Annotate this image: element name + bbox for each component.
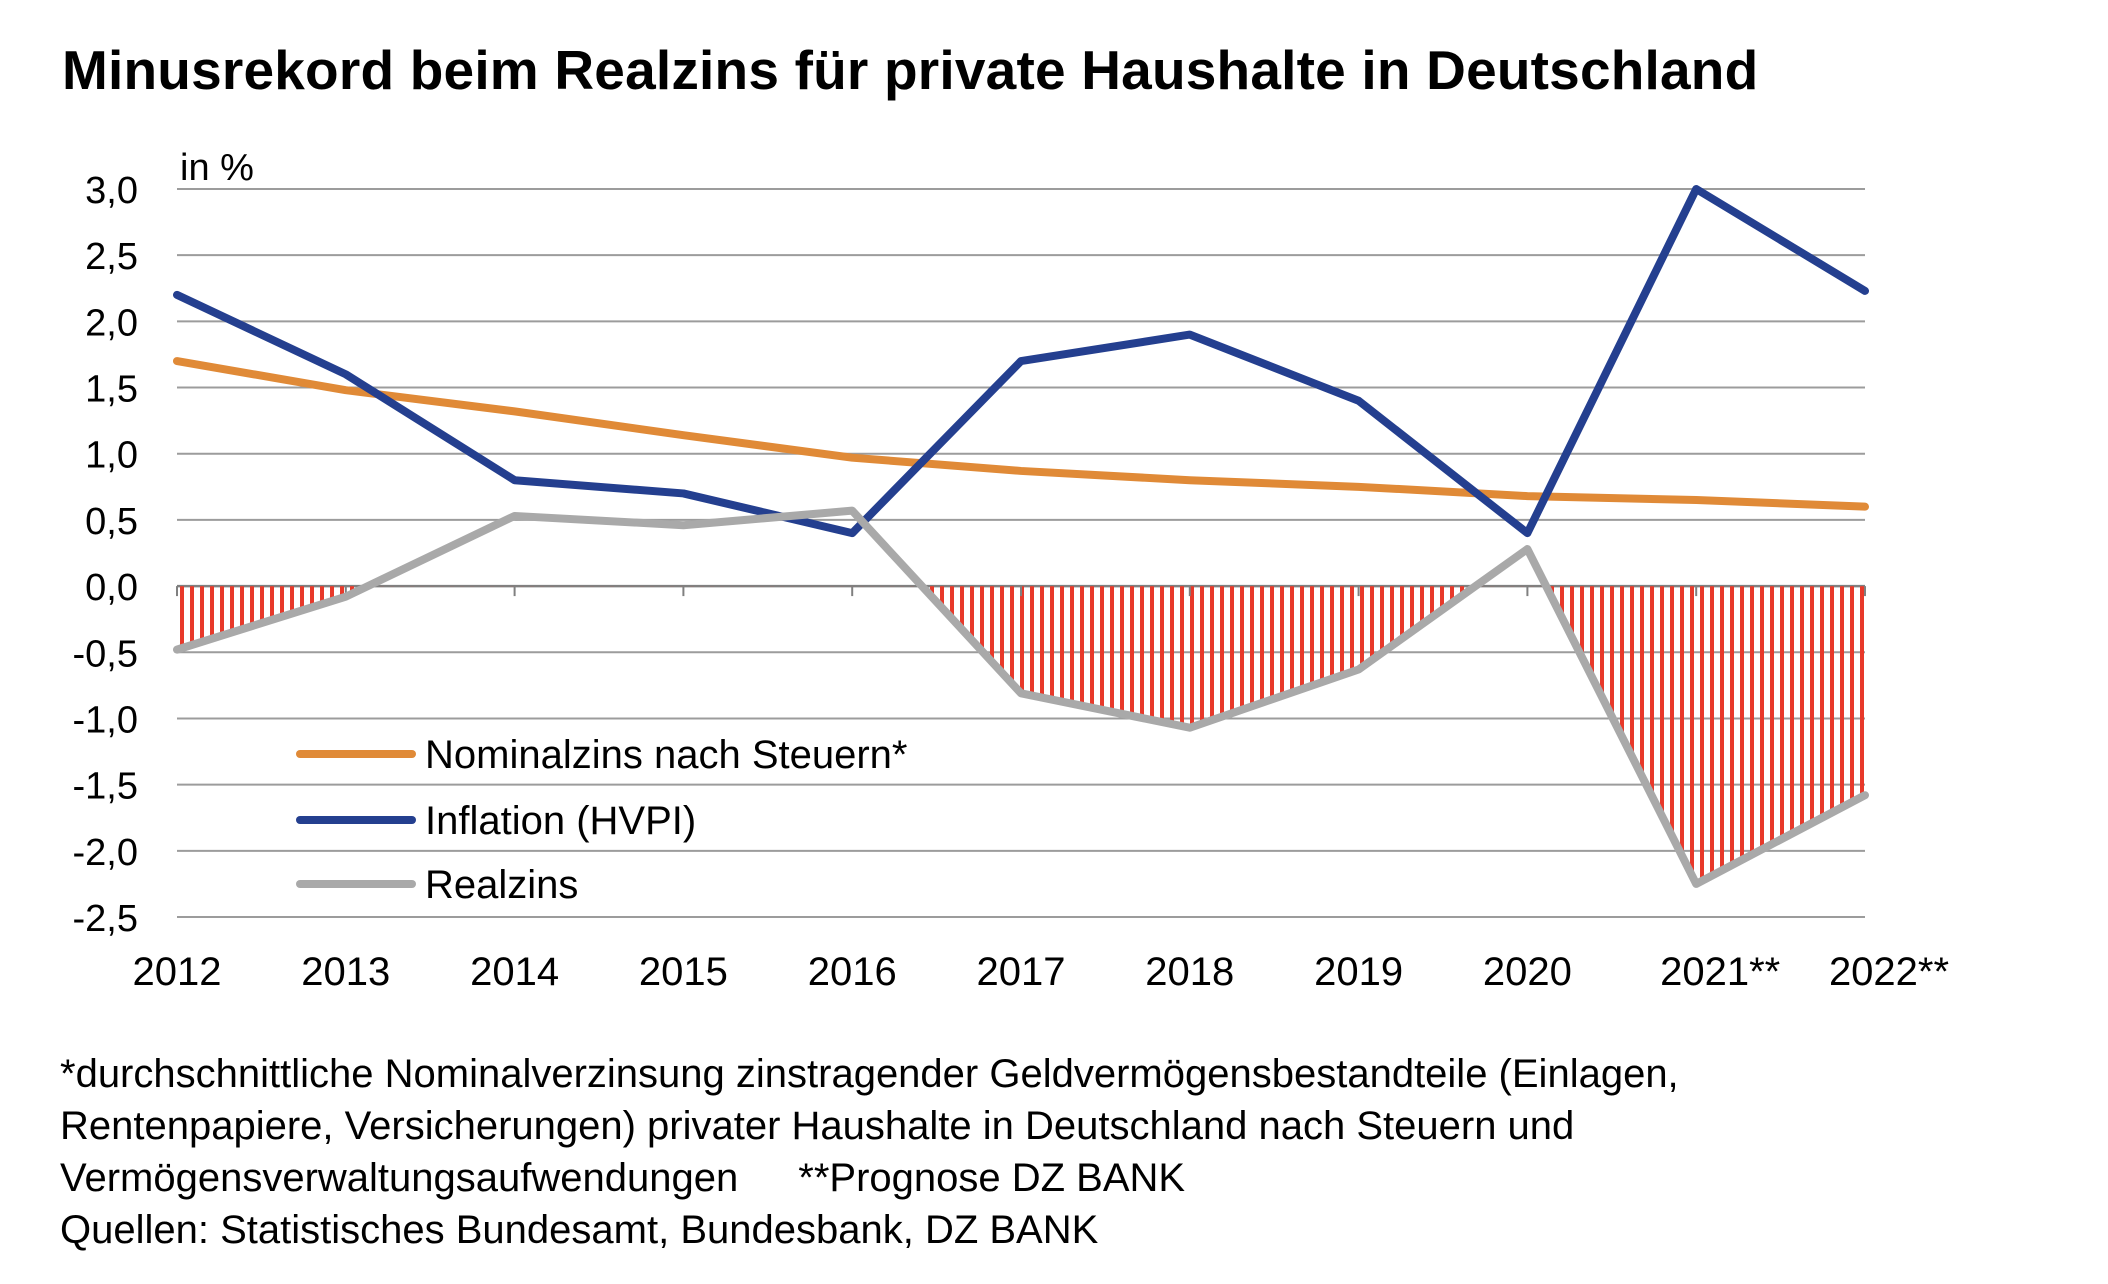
- legend-label: Realzins: [425, 863, 578, 907]
- legend-label: Nominalzins nach Steuern*: [425, 733, 907, 777]
- y-tick-label: 0,5: [85, 501, 138, 543]
- x-tick-label: 2015: [639, 950, 728, 994]
- y-tick-label: 1,5: [85, 369, 138, 411]
- chart-title: Minusrekord beim Realzins für private Ha…: [62, 39, 1759, 101]
- x-tick-label: 2016: [808, 950, 897, 994]
- series-line: [173, 506, 1869, 888]
- y-tick-label: -0,5: [73, 633, 138, 675]
- series-lines: [173, 185, 1869, 888]
- x-tick-label: 2018: [1145, 950, 1234, 994]
- negative-area: [177, 586, 1865, 884]
- y-tick-label: -1,5: [73, 766, 138, 808]
- x-tick-label: 2013: [301, 950, 390, 994]
- x-tick-label: 2020: [1483, 950, 1572, 994]
- footnotes: *durchschnittliche Nominalverzinsung zin…: [60, 1048, 1679, 1256]
- x-tick-label: 2022**: [1829, 950, 1949, 994]
- y-tick-label: -1,0: [73, 699, 138, 741]
- y-tick-label: -2,0: [73, 832, 138, 874]
- x-axis-tick-labels: 2012 2013 2014 2015 2016 2017 2018 2019 2020 2021…: [133, 950, 1950, 994]
- gridlines: [177, 188, 1865, 918]
- unit-label: in %: [180, 147, 254, 189]
- legend: Nominalzins nach Steuern* Inflation (HVPI…: [296, 733, 907, 907]
- y-tick-label: 2,5: [85, 236, 138, 278]
- x-tick-label: 2019: [1314, 950, 1403, 994]
- footnote-line: *durchschnittliche Nominalverzinsung zin…: [60, 1052, 1679, 1096]
- negative-realzins-area: [177, 586, 1865, 884]
- chart-plot: 3,0 2,5 2,0 1,5 1,0 0,5 0,0 -0,5 -1,0 -1,5 -2,0 -2,…: [73, 147, 1950, 994]
- legend-label: Inflation (HVPI): [425, 799, 696, 843]
- series-line: [173, 357, 1869, 511]
- x-tick-label: 2021**: [1660, 950, 1780, 994]
- x-tick-label: 2012: [133, 950, 222, 994]
- y-tick-label: -2,5: [73, 898, 138, 940]
- y-tick-label: 0,0: [85, 567, 138, 609]
- x-tick-label: 2014: [470, 950, 559, 994]
- forecast-note: **Prognose DZ BANK: [798, 1156, 1186, 1200]
- sources-line: Quellen: Statistisches Bundesamt, Bundes…: [60, 1208, 1099, 1252]
- footnote-line: Rentenpapiere, Versicherungen) privater …: [60, 1104, 1575, 1148]
- series-line: [173, 185, 1869, 538]
- y-axis-tick-labels: 3,0 2,5 2,0 1,5 1,0 0,5 0,0 -0,5 -1,0 -1,5 -2,0 -2,…: [73, 170, 138, 940]
- footnote-line: Vermögensverwaltungsaufwendungen **Progno…: [60, 1152, 1679, 1204]
- x-tick-label: 2017: [977, 950, 1066, 994]
- y-tick-label: 3,0: [85, 170, 138, 212]
- y-tick-label: 1,0: [85, 435, 138, 477]
- footnote-text: Vermögensverwaltungsaufwendungen: [60, 1156, 739, 1200]
- y-tick-label: 2,0: [85, 302, 138, 344]
- x-axis: [176, 586, 1866, 597]
